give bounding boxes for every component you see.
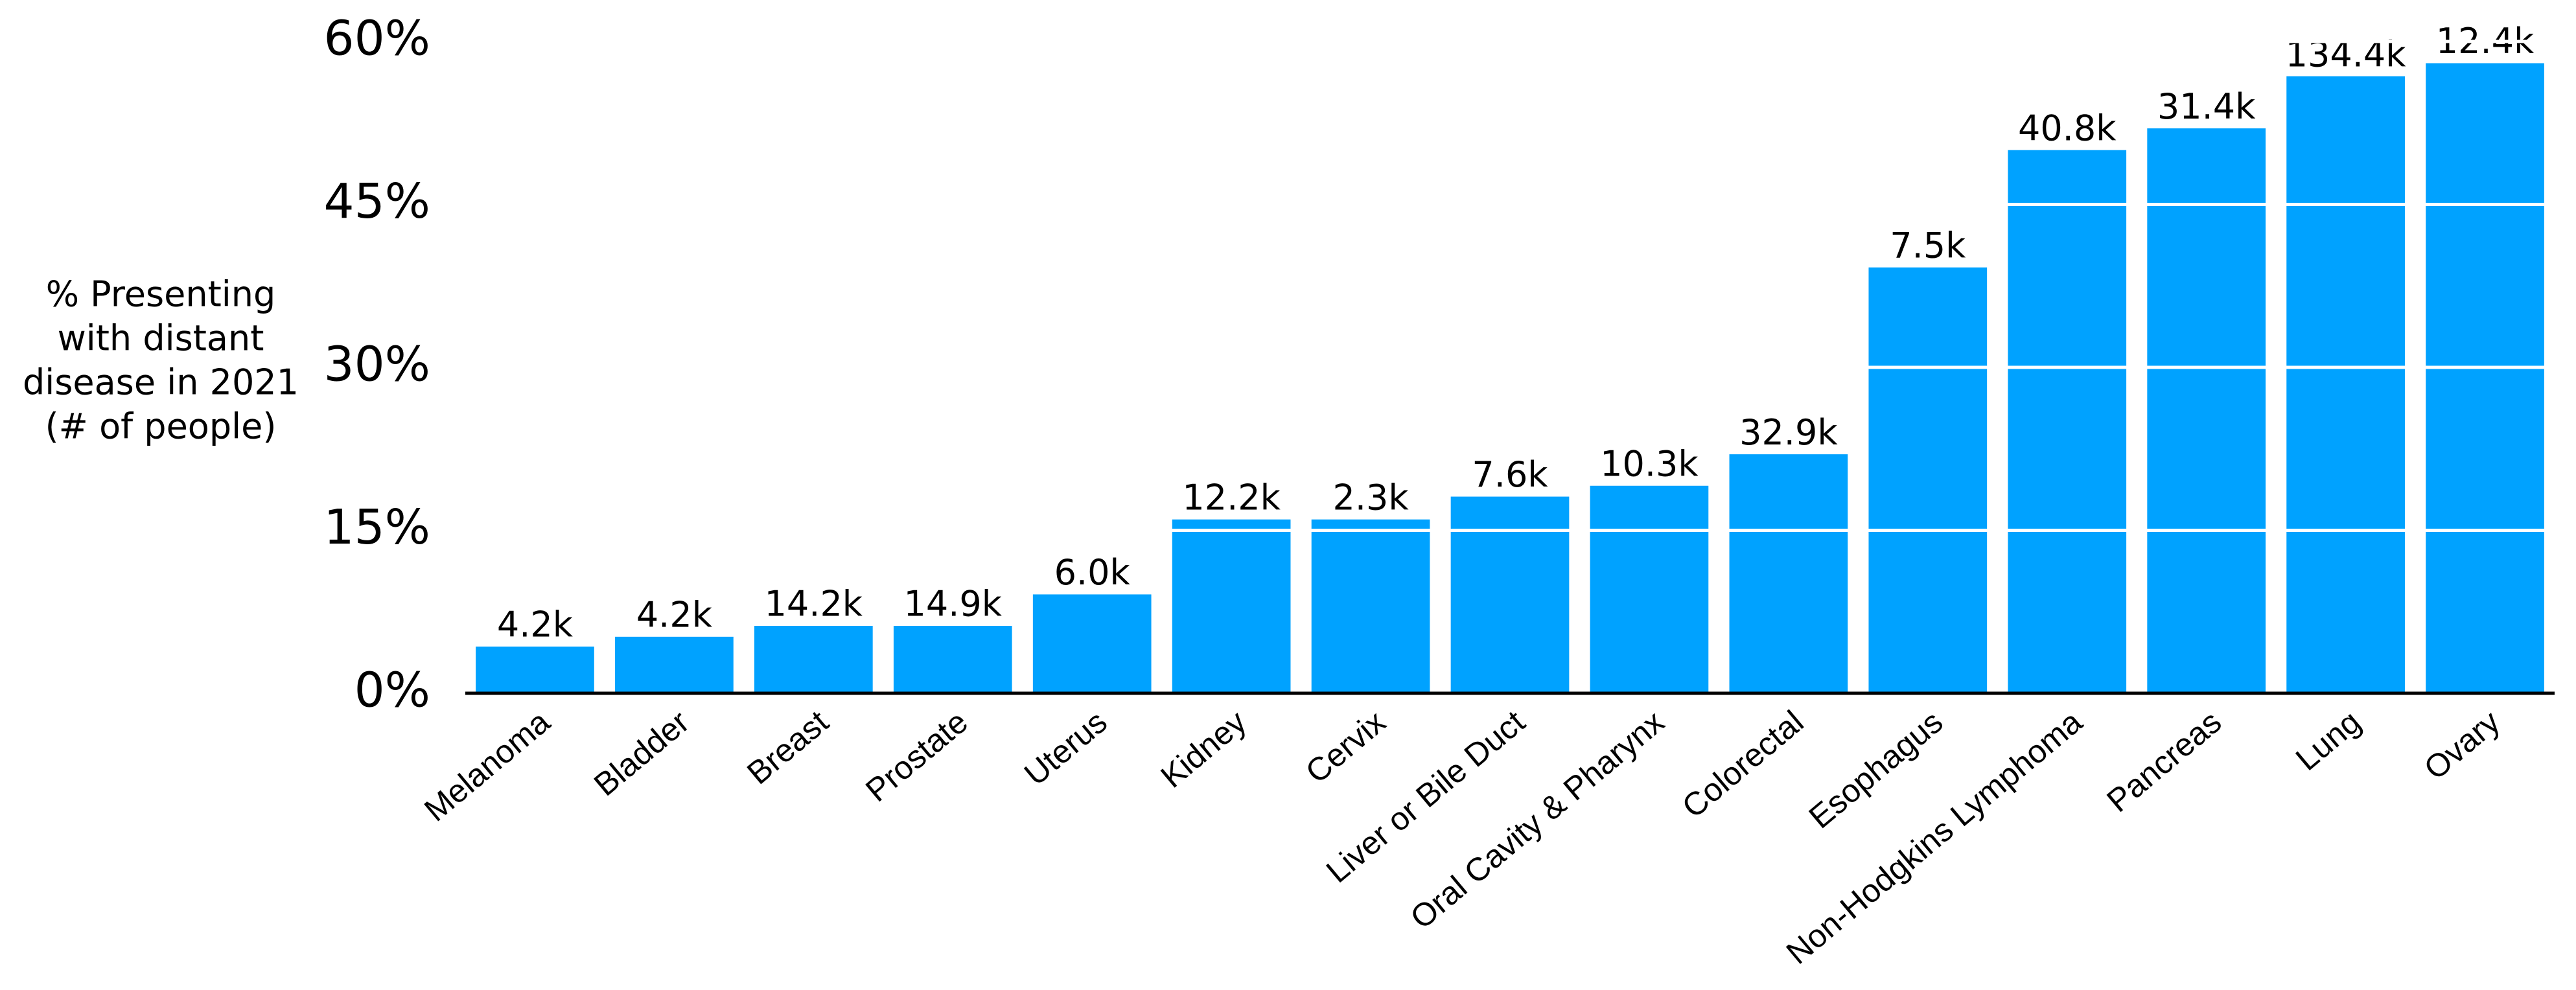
y-axis-title: disease in 2021 — [23, 362, 299, 403]
data-label: 6.0k — [1054, 552, 1131, 593]
bar — [1450, 496, 1570, 693]
bar — [1172, 519, 1291, 693]
data-label: 7.6k — [1472, 454, 1548, 495]
data-label: 31.4k — [2157, 86, 2256, 127]
bar — [2286, 76, 2405, 694]
y-axis-title: with distant — [58, 318, 264, 359]
x-tick-label: Oral Cavity & Pharynx — [1404, 704, 1671, 936]
x-tick-label: Kidney — [1154, 704, 1253, 795]
data-label: 12.2k — [1182, 477, 1281, 518]
x-tick-label: Bladder — [587, 704, 696, 803]
x-tick-label: Breast — [740, 704, 835, 792]
x-tick-label: Colorectal — [1675, 704, 1810, 825]
x-tick-label: Cervix — [1299, 704, 1393, 790]
x-tick-label: Pancreas — [2100, 704, 2228, 820]
x-tick-label: Melanoma — [417, 704, 557, 829]
data-label: 4.2k — [636, 594, 713, 635]
y-tick-label: 30% — [324, 337, 430, 393]
data-label: 10.3k — [1600, 443, 1699, 484]
bar — [1311, 519, 1430, 693]
y-axis-title: % Presenting — [46, 274, 276, 315]
bar — [1729, 454, 1848, 693]
data-label: 32.9k — [1739, 412, 1838, 453]
data-label: 14.2k — [765, 584, 863, 625]
data-label: 40.8k — [2018, 108, 2117, 148]
bar — [2008, 150, 2127, 693]
bar — [1868, 267, 1988, 693]
x-tick-label: Lung — [2289, 704, 2367, 777]
bar — [476, 646, 594, 693]
y-tick-label: 60% — [324, 11, 430, 67]
data-label: 4.2k — [497, 604, 574, 645]
y-tick-label: 15% — [324, 500, 430, 555]
y-axis-title: (# of people) — [45, 406, 277, 447]
bar — [2426, 63, 2544, 694]
x-tick-label: Prostate — [859, 704, 975, 809]
bar — [893, 626, 1012, 693]
bar — [754, 626, 873, 693]
bar — [1590, 485, 1709, 693]
y-tick-label: 45% — [324, 174, 430, 229]
bar — [2147, 128, 2266, 694]
data-label: 2.3k — [1332, 477, 1409, 518]
y-tick-label: 0% — [354, 663, 430, 719]
x-tick-label: Ovary — [2417, 704, 2507, 787]
bar — [615, 636, 734, 693]
data-label: 14.9k — [904, 584, 1003, 625]
bar — [1032, 594, 1152, 693]
data-label: 7.5k — [1890, 225, 1966, 266]
x-tick-label: Esophagus — [1802, 704, 1950, 836]
x-tick-label: Uterus — [1017, 704, 1114, 793]
